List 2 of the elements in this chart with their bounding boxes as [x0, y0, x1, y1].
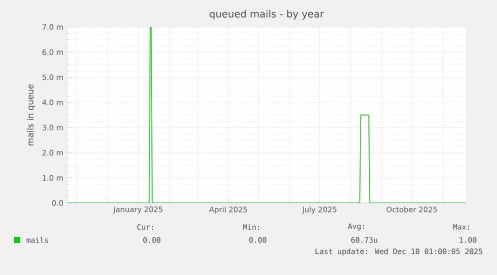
y-axis-title: mails in queue — [26, 84, 36, 146]
chart-title: queued mails - by year — [210, 10, 324, 20]
